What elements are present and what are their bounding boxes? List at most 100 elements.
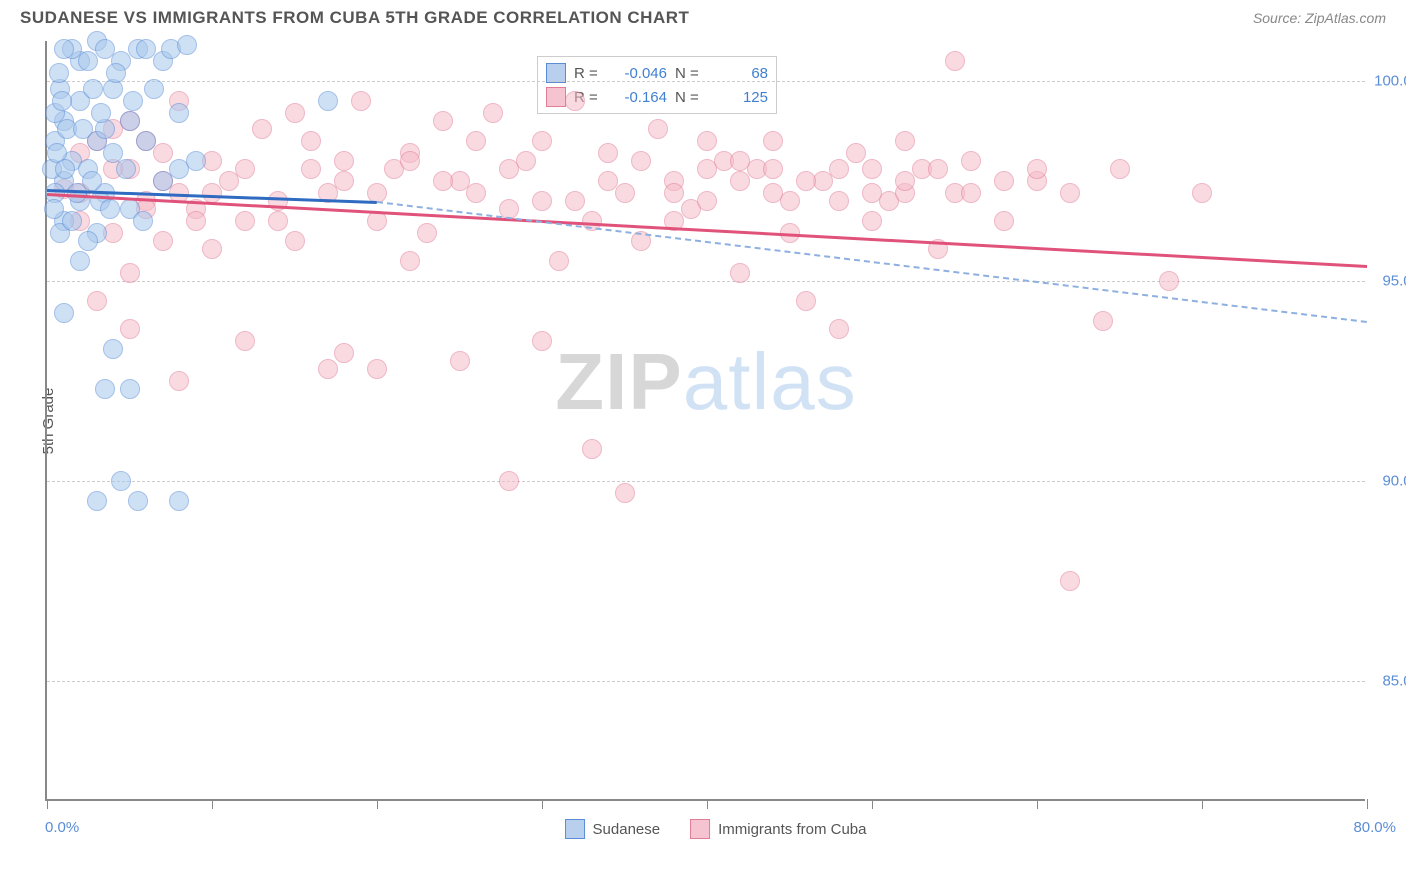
point-sudanese <box>106 63 126 83</box>
point-cuba <box>829 319 849 339</box>
point-cuba <box>565 91 585 111</box>
point-cuba <box>994 211 1014 231</box>
point-sudanese <box>73 119 93 139</box>
point-cuba <box>252 119 272 139</box>
legend-swatch-cuba-icon <box>690 819 710 839</box>
point-sudanese <box>169 103 189 123</box>
point-cuba <box>334 171 354 191</box>
point-cuba <box>367 359 387 379</box>
point-sudanese <box>169 491 189 511</box>
point-cuba <box>631 151 651 171</box>
point-cuba <box>961 151 981 171</box>
point-cuba <box>499 159 519 179</box>
point-cuba <box>895 131 915 151</box>
point-cuba <box>202 239 222 259</box>
point-sudanese <box>78 231 98 251</box>
swatch-sudanese-icon <box>546 63 566 83</box>
swatch-cuba-icon <box>546 87 566 107</box>
point-cuba <box>615 183 635 203</box>
point-sudanese <box>318 91 338 111</box>
point-cuba <box>153 143 173 163</box>
chart-title: SUDANESE VS IMMIGRANTS FROM CUBA 5TH GRA… <box>20 8 689 28</box>
point-cuba <box>417 223 437 243</box>
legend-item-cuba: Immigrants from Cuba <box>690 819 866 839</box>
point-sudanese <box>87 491 107 511</box>
point-cuba <box>697 191 717 211</box>
point-cuba <box>334 343 354 363</box>
point-cuba <box>549 251 569 271</box>
point-cuba <box>400 151 420 171</box>
source-label: Source: ZipAtlas.com <box>1253 10 1386 26</box>
point-cuba <box>120 319 140 339</box>
point-sudanese <box>177 35 197 55</box>
point-cuba <box>582 439 602 459</box>
point-cuba <box>433 171 453 191</box>
point-cuba <box>87 291 107 311</box>
point-cuba <box>301 131 321 151</box>
point-cuba <box>202 183 222 203</box>
point-cuba <box>565 191 585 211</box>
point-cuba <box>928 159 948 179</box>
x-tick <box>212 799 213 809</box>
point-cuba <box>796 171 816 191</box>
y-tick-label: 85.0% <box>1382 673 1406 690</box>
point-cuba <box>1093 311 1113 331</box>
point-cuba <box>598 171 618 191</box>
point-sudanese <box>100 199 120 219</box>
y-tick-label: 95.0% <box>1382 273 1406 290</box>
point-cuba <box>829 159 849 179</box>
point-cuba <box>532 191 552 211</box>
gridline <box>47 81 1365 82</box>
point-cuba <box>1027 159 1047 179</box>
point-cuba <box>615 483 635 503</box>
legend-item-sudanese: Sudanese <box>565 819 661 839</box>
point-sudanese <box>120 111 140 131</box>
point-sudanese <box>49 63 69 83</box>
point-cuba <box>433 111 453 131</box>
point-cuba <box>186 211 206 231</box>
point-sudanese <box>44 199 64 219</box>
point-cuba <box>318 359 338 379</box>
point-cuba <box>862 183 882 203</box>
x-axis-min-label: 0.0% <box>45 819 79 836</box>
point-cuba <box>846 143 866 163</box>
point-cuba <box>153 231 173 251</box>
point-sudanese <box>95 379 115 399</box>
point-cuba <box>763 159 783 179</box>
point-cuba <box>763 131 783 151</box>
point-cuba <box>466 183 486 203</box>
point-cuba <box>961 183 981 203</box>
point-cuba <box>532 331 552 351</box>
point-cuba <box>285 103 305 123</box>
point-sudanese <box>91 103 111 123</box>
point-cuba <box>730 151 750 171</box>
x-tick <box>1202 799 1203 809</box>
point-cuba <box>648 119 668 139</box>
y-tick-label: 90.0% <box>1382 473 1406 490</box>
point-sudanese <box>62 211 82 231</box>
x-tick <box>542 799 543 809</box>
point-cuba <box>829 191 849 211</box>
point-cuba <box>268 211 288 231</box>
point-cuba <box>301 159 321 179</box>
legend: Sudanese Immigrants from Cuba <box>565 819 867 839</box>
point-sudanese <box>123 91 143 111</box>
point-sudanese <box>70 251 90 271</box>
gridline <box>47 681 1365 682</box>
point-cuba <box>235 211 255 231</box>
point-sudanese <box>186 151 206 171</box>
x-tick <box>377 799 378 809</box>
point-cuba <box>1060 571 1080 591</box>
point-cuba <box>1192 183 1212 203</box>
point-cuba <box>697 159 717 179</box>
point-sudanese <box>128 491 148 511</box>
gridline <box>47 481 1365 482</box>
point-sudanese <box>83 79 103 99</box>
point-cuba <box>945 51 965 71</box>
point-cuba <box>895 171 915 191</box>
point-cuba <box>235 331 255 351</box>
point-sudanese <box>144 79 164 99</box>
point-cuba <box>697 131 717 151</box>
point-cuba <box>862 159 882 179</box>
point-cuba <box>730 171 750 191</box>
